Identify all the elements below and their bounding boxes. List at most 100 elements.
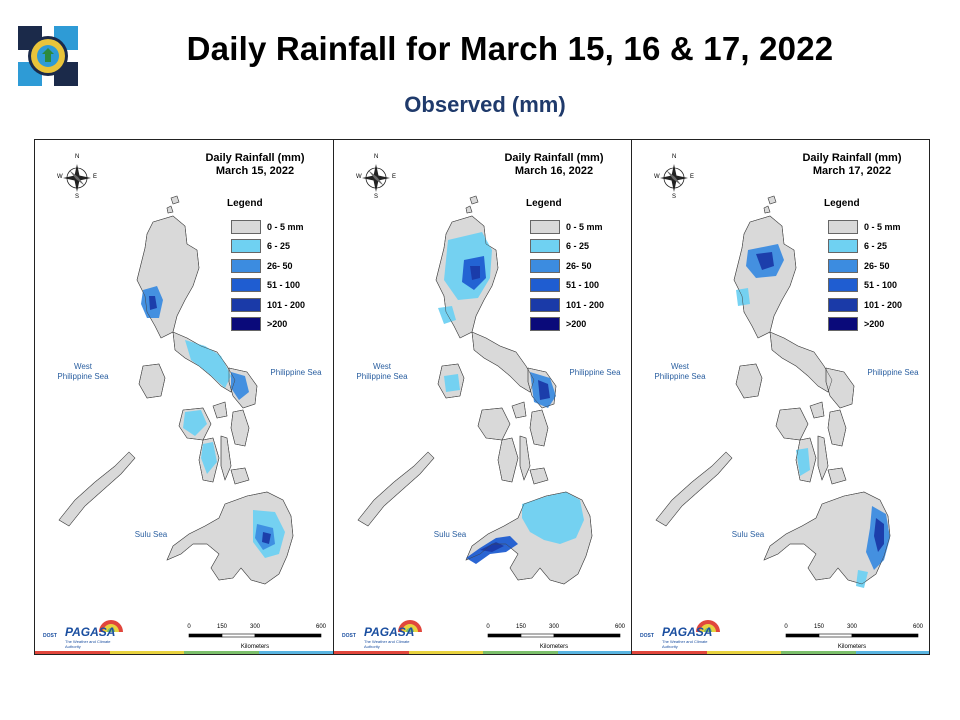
compass-s-label: S bbox=[672, 194, 677, 200]
island-shape bbox=[58, 451, 136, 527]
island-shape bbox=[212, 401, 228, 419]
legend-item: 0 - 5 mm bbox=[524, 217, 604, 237]
legend-item: 6 - 25 bbox=[225, 237, 305, 257]
scale-tick-label: 150 bbox=[813, 624, 825, 630]
province-outline bbox=[817, 435, 829, 481]
province-outline bbox=[497, 437, 519, 483]
province-outline bbox=[198, 437, 220, 483]
legend-label: 101 - 200 bbox=[267, 299, 306, 310]
island-shape bbox=[529, 467, 549, 485]
compass-w-label: W bbox=[654, 174, 660, 180]
dost-label: DOST bbox=[640, 633, 654, 639]
compass-e-label: E bbox=[690, 174, 695, 180]
compass-n-label: N bbox=[75, 154, 80, 160]
legend-swatch bbox=[530, 258, 560, 273]
province-outline bbox=[230, 467, 250, 485]
island-shape bbox=[357, 451, 435, 527]
sea-label-west-philippine: West Philippine Sea bbox=[57, 362, 109, 381]
panel-title-line1: Daily Rainfall (mm) bbox=[504, 152, 604, 164]
legend-label: 26- 50 bbox=[566, 260, 592, 271]
island-shape bbox=[817, 435, 829, 481]
legend-item: 101 - 200 bbox=[822, 295, 902, 315]
legend-swatch bbox=[530, 239, 560, 254]
legend-title: Legend bbox=[526, 198, 562, 209]
legend-label: 101 - 200 bbox=[566, 299, 605, 310]
panel-title-date: March 17, 2022 bbox=[812, 165, 892, 177]
compass-w-label: W bbox=[356, 174, 362, 180]
pagasa-logo: DOST PAGASA The Weather and Climate Author… bbox=[342, 618, 422, 649]
province-outline bbox=[769, 331, 833, 393]
dost-label: DOST bbox=[43, 633, 57, 639]
page-subtitle: Observed (mm) bbox=[404, 92, 566, 117]
legend-item: 0 - 5 mm bbox=[225, 217, 305, 237]
island-shape bbox=[827, 467, 847, 485]
rainfall-zone bbox=[185, 340, 231, 388]
rainfall-zone bbox=[201, 442, 217, 474]
rainfall-map-panel: N S W E Daily Rainfall (mm) March 15, 2022 Leg… bbox=[35, 140, 333, 654]
scale-bar: 0 150 300 600 Kilometers bbox=[185, 624, 326, 650]
island-shape bbox=[230, 467, 250, 485]
legend-label: 101 - 200 bbox=[864, 299, 903, 310]
province-outline bbox=[511, 401, 527, 419]
rainfall-map-panel: N S W E Daily Rainfall (mm) March 16, 2022 Leg… bbox=[333, 140, 631, 654]
panel-title-date: March 16, 2022 bbox=[514, 165, 594, 177]
province-outline bbox=[58, 451, 136, 527]
stripe-segment bbox=[184, 651, 259, 654]
legend-swatch bbox=[231, 258, 261, 273]
island-shape bbox=[170, 195, 180, 205]
island-shape bbox=[469, 195, 479, 205]
island-shape bbox=[775, 407, 809, 441]
legend-title: Legend bbox=[824, 198, 860, 209]
legend-swatch bbox=[530, 219, 560, 234]
page-title: Daily Rainfall for March 15, 16 & 17, 20… bbox=[186, 30, 834, 67]
sea-label-philippine: Philippine Sea bbox=[867, 368, 919, 377]
rainfall-zone bbox=[438, 306, 456, 324]
legend-swatch bbox=[231, 297, 261, 312]
rainfall-zone bbox=[874, 518, 884, 552]
province-outline bbox=[170, 195, 180, 205]
island-shape bbox=[519, 435, 531, 481]
legend-swatch bbox=[530, 297, 560, 312]
legend: Legend 0 - 5 mm 6 - 25 26- 50 51 - 100 101 - … bbox=[524, 198, 604, 334]
province-outline bbox=[437, 363, 465, 399]
island-shape bbox=[809, 401, 825, 419]
pagasa-logo: DOST PAGASA The Weather and Climate Author… bbox=[640, 618, 720, 649]
legend-swatch bbox=[231, 239, 261, 254]
province-outline bbox=[809, 401, 825, 419]
scale-tick-label: 300 bbox=[548, 624, 560, 630]
legend-item: 26- 50 bbox=[225, 256, 305, 276]
island-shape bbox=[767, 195, 777, 205]
rainfall-zone bbox=[796, 448, 810, 476]
legend-item: >200 bbox=[822, 315, 902, 335]
legend-swatch bbox=[530, 278, 560, 293]
legend-label: 26- 50 bbox=[267, 260, 293, 271]
province-outline bbox=[138, 363, 166, 399]
scale-tick-label: 300 bbox=[249, 624, 261, 630]
island-shape bbox=[220, 435, 232, 481]
legend: Legend 0 - 5 mm 6 - 25 26- 50 51 - 100 101 - … bbox=[225, 198, 305, 334]
stripe-segment bbox=[557, 651, 631, 654]
scale-units-label: Kilometers bbox=[837, 644, 867, 650]
province-outline bbox=[471, 331, 535, 393]
stripe-segment bbox=[109, 651, 184, 654]
legend-label: 6 - 25 bbox=[864, 241, 888, 252]
stripe-segment bbox=[781, 651, 856, 654]
rainfall-map bbox=[58, 195, 294, 585]
province-outline bbox=[763, 491, 891, 585]
legend-label: 0 - 5 mm bbox=[566, 221, 603, 232]
panel-title-line1: Daily Rainfall (mm) bbox=[205, 152, 305, 164]
scale-tick-label: 150 bbox=[515, 624, 527, 630]
rainfall-zone bbox=[231, 372, 249, 400]
legend-label: 51 - 100 bbox=[864, 280, 898, 291]
province-outline bbox=[767, 195, 777, 205]
compass-w-label: W bbox=[57, 174, 63, 180]
rainfall-zone bbox=[183, 410, 207, 436]
pagasa-logo: DOST PAGASA The Weather and Climate Author… bbox=[43, 618, 123, 649]
scale-tick-label: 0 bbox=[187, 624, 191, 630]
scale-tick-label: 0 bbox=[784, 624, 788, 630]
color-stripe bbox=[35, 651, 333, 654]
province-outline bbox=[763, 205, 771, 214]
legend-swatch bbox=[828, 297, 858, 312]
legend-label: 51 - 100 bbox=[267, 280, 301, 291]
sea-label-west-philippine: West Philippine Sea bbox=[654, 362, 706, 381]
